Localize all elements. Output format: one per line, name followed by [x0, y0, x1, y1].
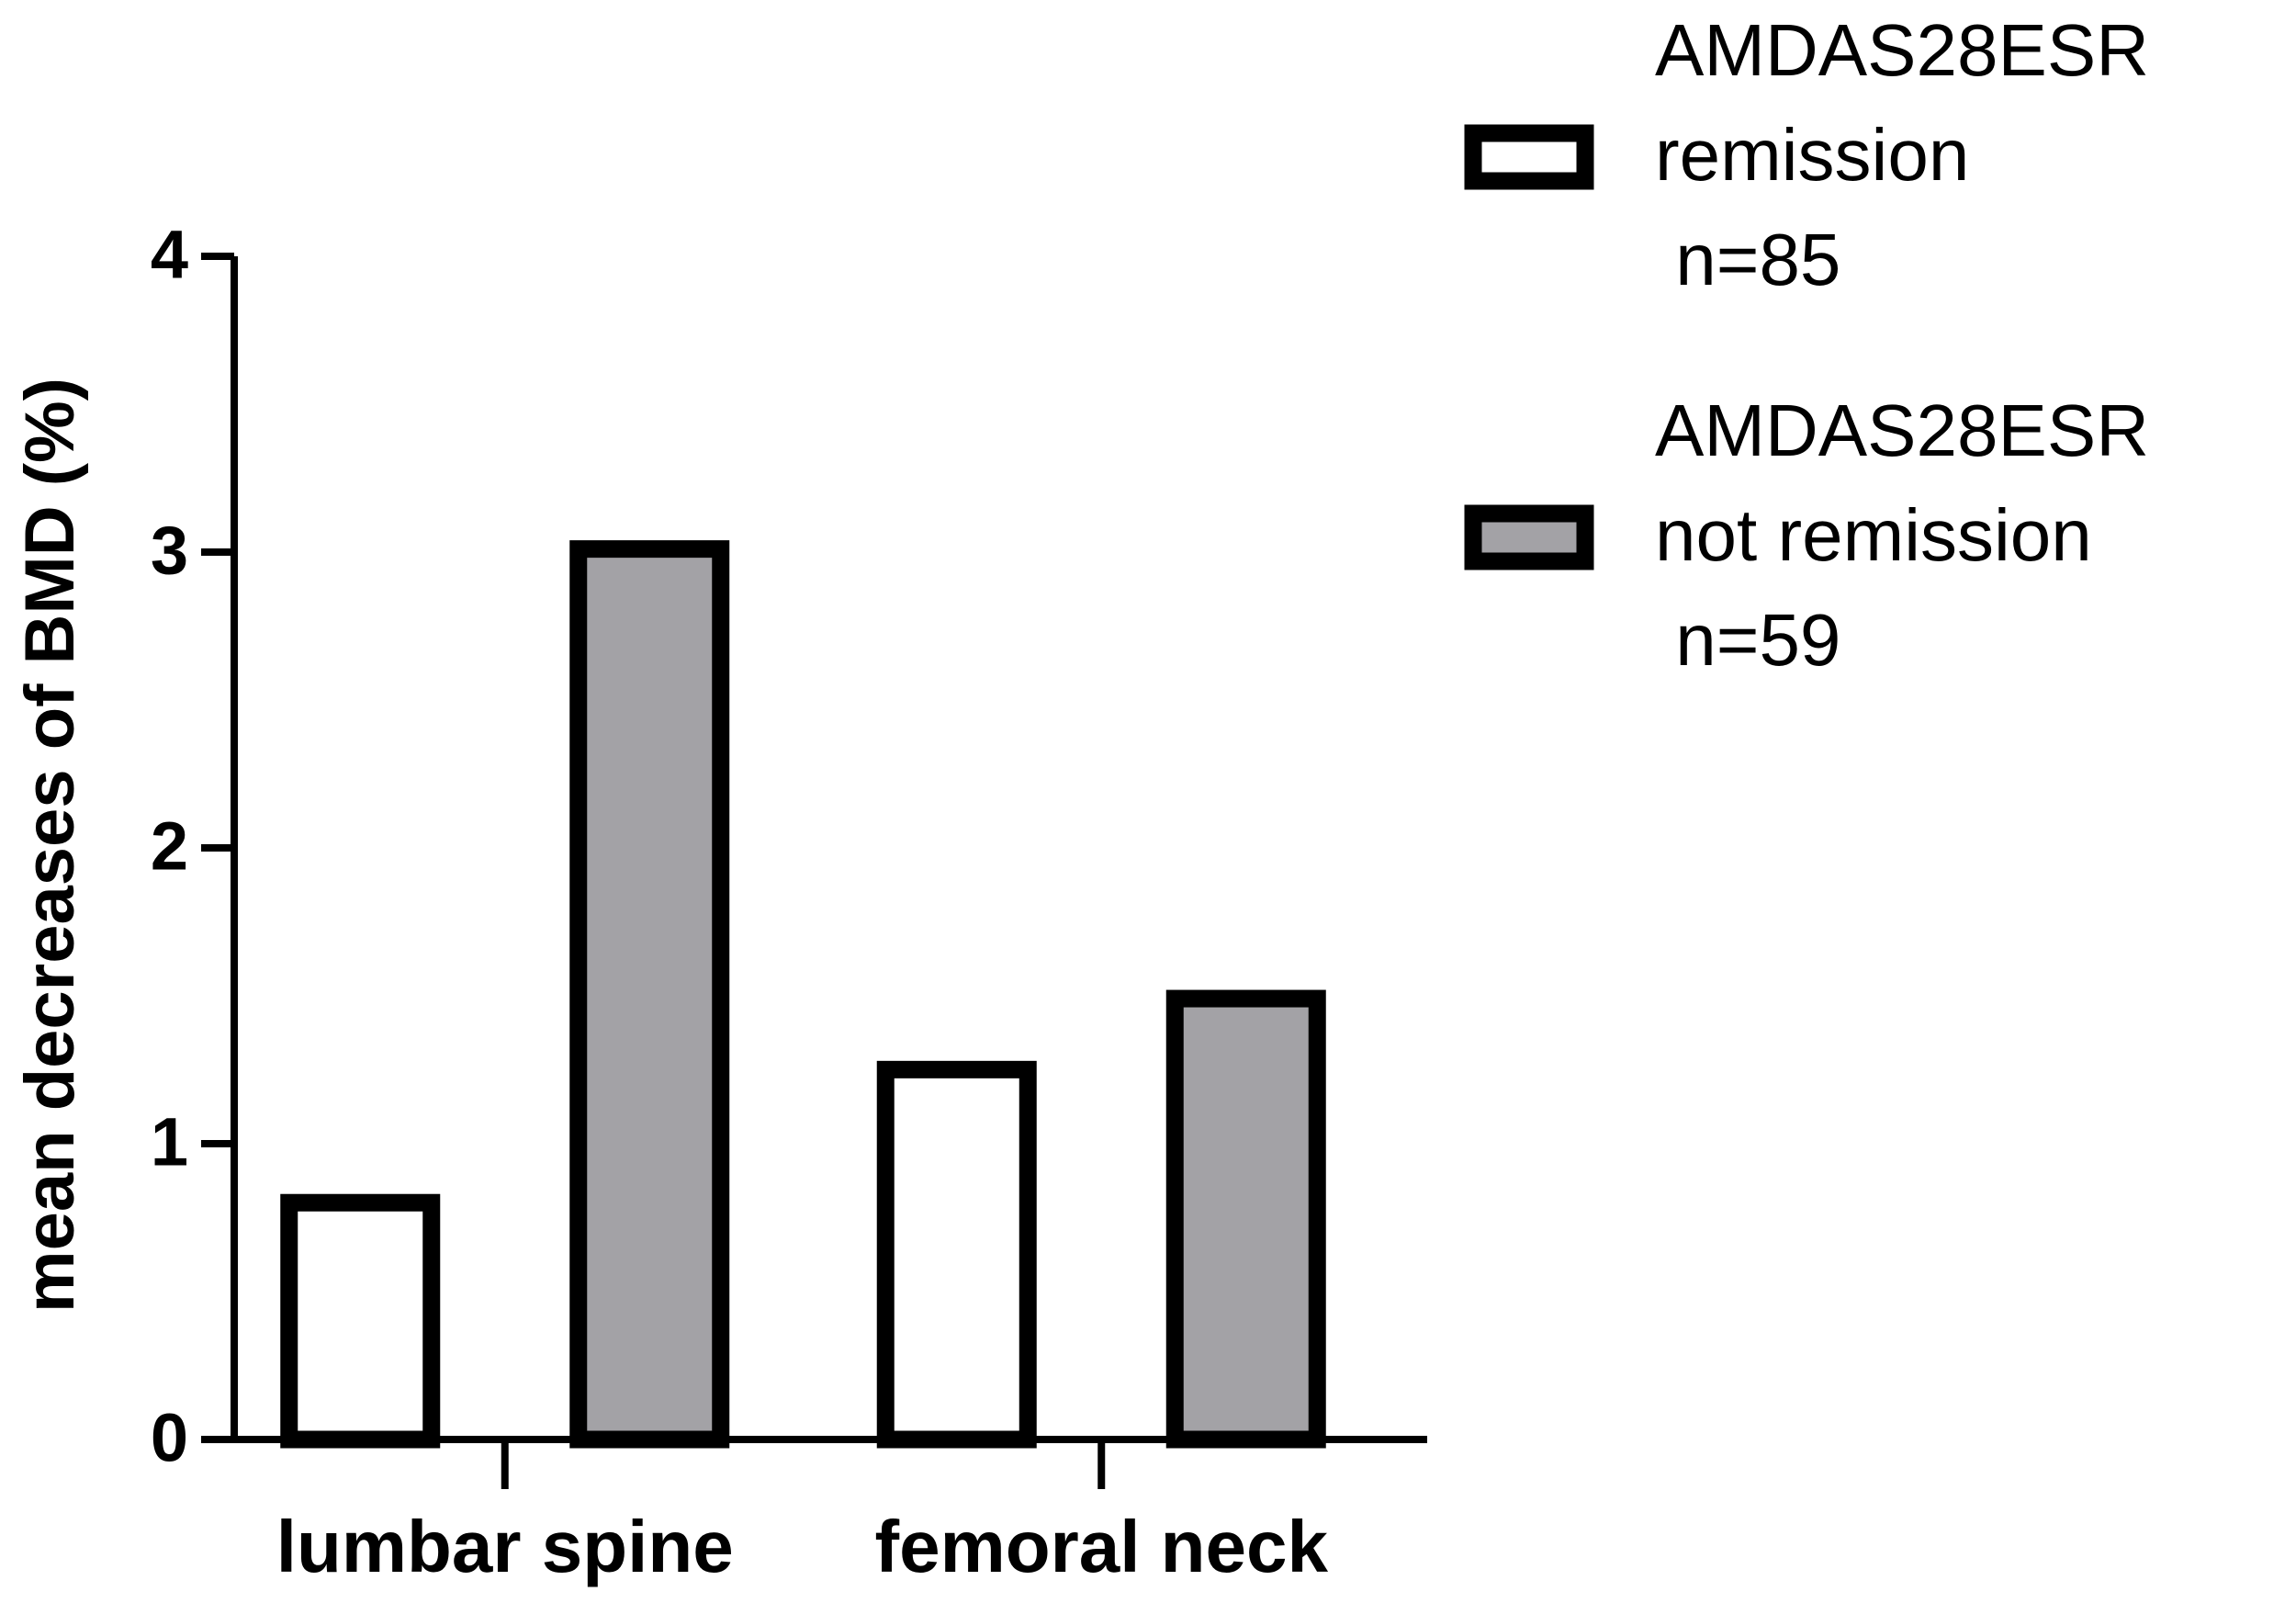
y-axis-label: mean decreases of BMD (%) [11, 378, 89, 1313]
bar [280, 1193, 441, 1449]
legend-swatch [1464, 124, 1594, 190]
y-tick-label: 0 [151, 1400, 188, 1476]
legend-label: AMDAS28ESR not remission n=59 [1655, 389, 2149, 681]
bar [569, 540, 730, 1449]
legend-label: AMDAS28ESR remission n=85 [1655, 9, 2149, 300]
bar [876, 1060, 1037, 1449]
y-tick-label: 2 [151, 808, 188, 885]
legend-swatch [1464, 504, 1594, 570]
x-tick-label: femoral neck [874, 1506, 1328, 1587]
y-tick-label: 3 [151, 513, 188, 589]
y-tick-label: 4 [151, 217, 188, 293]
y-tick-label: 1 [151, 1104, 188, 1180]
x-tick-label: lumbar spine [276, 1506, 734, 1587]
bar [1165, 989, 1326, 1449]
